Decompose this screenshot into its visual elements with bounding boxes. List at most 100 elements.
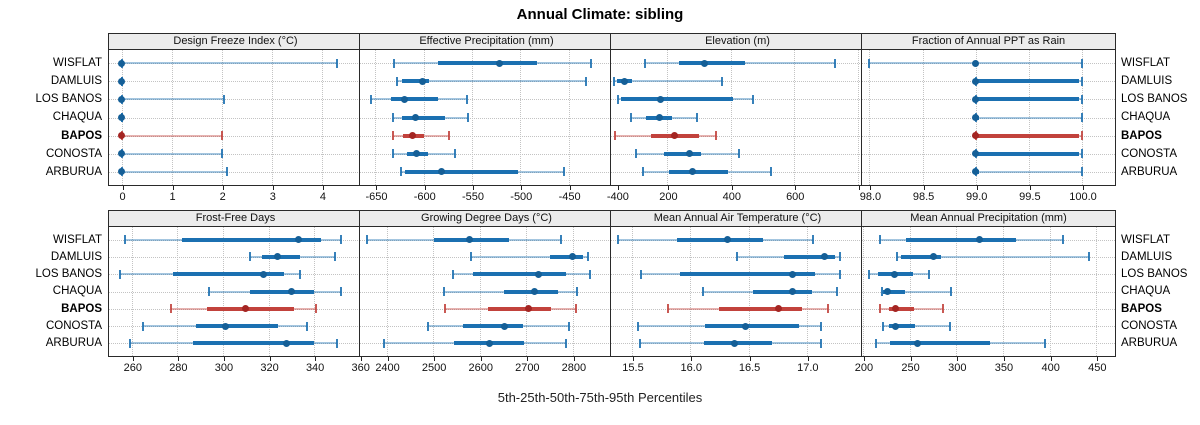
panel-plot [360,50,618,185]
station-label: WISFLAT [1121,233,1170,246]
axis-tick [749,357,751,361]
cap-95th [1081,167,1084,177]
gridline-horizontal [360,153,613,155]
cap-95th [466,94,469,104]
range-5th-95th [121,134,222,137]
median-dot [411,114,419,121]
cap-95th [562,167,565,177]
cap-95th [1081,76,1084,86]
cap-5th [395,76,398,86]
median-dot [724,236,732,244]
axis-tick-label: 260 [123,362,142,374]
axis-tick-label: 280 [169,362,188,374]
range-25th-75th [172,272,285,277]
axis-tick [668,186,670,190]
cap-95th [949,287,952,296]
range-25th-75th [889,306,915,311]
axis-tick-label: 200 [854,362,874,374]
panel-plot [109,50,362,185]
station-labels-right-top: WISFLAT DAMLUIS LOS BANOS CHAQUA BAPOS CONOST… [1121,50,1199,185]
range-25th-75th [975,133,1079,138]
gridline-horizontal [862,63,1115,65]
station-label: LOS BANOS [1121,93,1188,106]
cap-5th [451,269,454,279]
median-dot [118,114,126,121]
panel-plot [611,50,864,185]
cap-5th [169,304,172,314]
axis-tick-label: 98.0 [859,191,882,203]
range-25th-75th [181,237,321,242]
panel-plot [109,227,362,356]
range-5th-95th [121,152,222,155]
station-label: WISFLAT [1121,57,1170,70]
median-dot [283,339,291,347]
axis-tick-label: 600 [786,191,805,203]
axis-tick [1029,186,1031,190]
median-dot [408,132,416,140]
axis-tick-label: 2 [219,191,226,203]
gridline-horizontal [109,117,362,119]
cap-5th [391,113,394,122]
cap-5th [616,94,619,104]
range-25th-75th [193,341,315,346]
median-dot [657,95,665,103]
cap-5th [881,321,884,331]
range-5th-95th [881,290,951,293]
gridline-horizontal [862,171,1115,173]
axis-tick [863,357,865,361]
station-labels-left-top: WISFLAT DAMLUIS LOS BANOS CHAQUA BAPOS CONOST… [0,50,102,185]
axis-caption: 5th-25th-50th-75th-95th Percentiles [497,390,703,405]
median-dot [930,253,938,261]
range-25th-75th [975,97,1079,102]
cap-5th [875,338,877,348]
station-label: BAPOS [1121,302,1162,315]
panel-effective-precipitation: Effective Precipitation (mm) -650 -600 -55… [359,33,629,203]
median-dot [569,253,577,261]
median-dot [260,270,268,278]
station-label: WISFLAT [53,57,102,70]
range-5th-95th [396,80,586,83]
panel-frost-free-days: Frost-Free Days 260 280 300 320 340 360 [108,210,370,374]
axis-tick [617,186,619,190]
range-25th-75th [889,324,916,329]
range-25th-75th [669,169,728,174]
axis-tick-label: 17.0 [797,362,819,374]
median-dot [118,77,126,85]
axis-tick-label: 1 [169,191,176,203]
axis-tick [870,186,872,190]
cap-5th [443,287,446,296]
median-dot [775,305,783,313]
axis-tick-label: 99.0 [966,191,988,203]
axis-tick [424,186,426,190]
median-dot [972,77,980,85]
axis-tick [957,357,959,361]
panel-title: Elevation (m) [611,34,864,50]
range-5th-95th [121,98,225,101]
axis-tick-label: 100.0 [1069,191,1097,203]
cap-95th [447,131,450,141]
panel-title: Fraction of Annual PPT as Rain [862,34,1115,50]
gridline-horizontal [862,326,1115,328]
station-label: CONOSTA [1121,320,1178,333]
axis-tick [315,357,317,361]
axis-tick [795,186,797,190]
gridline-horizontal [611,153,864,155]
gridline-horizontal [611,135,864,137]
axis-tick-label: -650 [365,191,388,203]
panel-plot [360,227,613,356]
gridline-horizontal [862,256,1115,258]
cap-5th [470,252,473,262]
axis-tick-label: -400 [606,191,629,203]
cap-5th [702,287,705,296]
cap-95th [340,287,343,296]
gridline-horizontal [611,117,864,119]
axis-tick-label: 0 [119,191,126,203]
cap-95th [564,338,567,348]
cap-5th [142,321,145,331]
station-label: BAPOS [1121,129,1162,142]
range-25th-75th [438,61,537,66]
cap-5th [667,304,670,314]
cap-95th [306,321,309,331]
cap-95th [695,113,698,122]
